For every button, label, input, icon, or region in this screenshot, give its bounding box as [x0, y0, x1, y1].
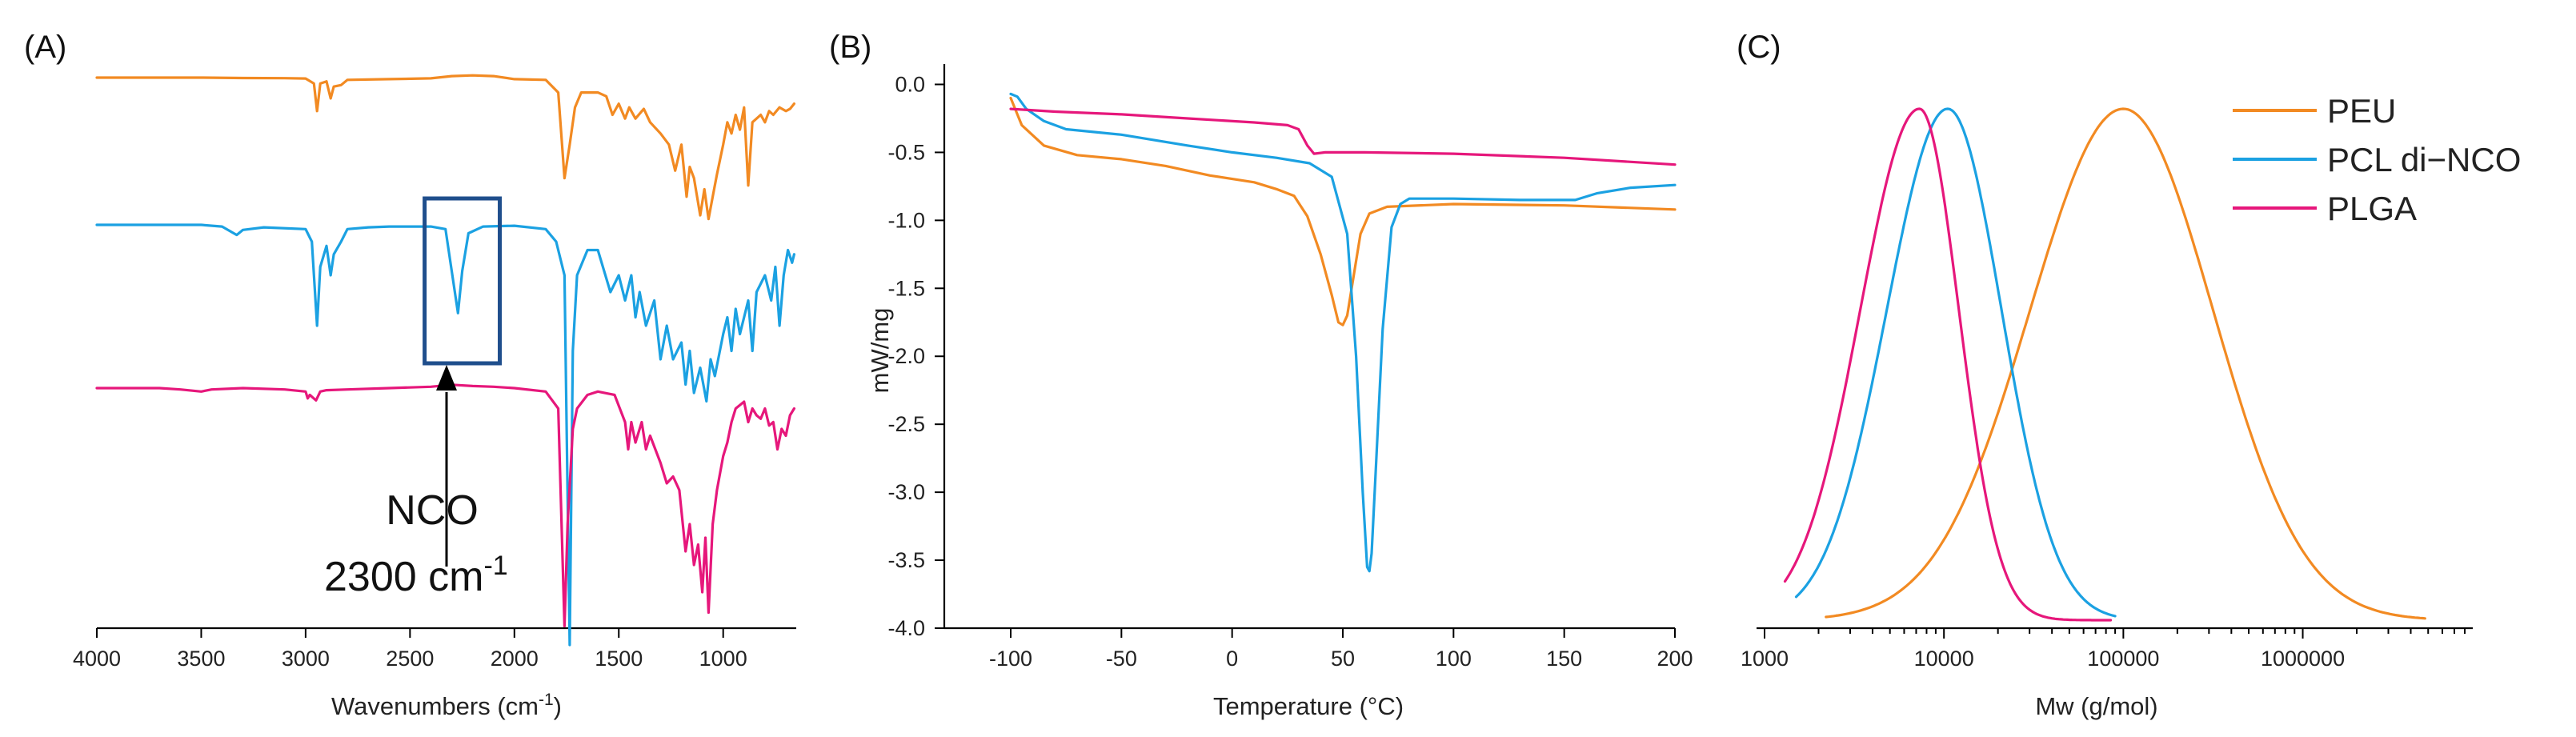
ftir-series — [95, 74, 795, 647]
dsc-y-tick-label: -1.5 — [887, 276, 925, 300]
ftir-panel: 4000 3500 3000 2500 2000 1500 1000 NCO 2300 cm… — [73, 74, 796, 720]
panel-label-a: (A) — [24, 30, 66, 65]
ftir-line-plga — [95, 383, 795, 628]
legend-label-plga: PLGA — [2327, 190, 2417, 227]
dsc-series — [1009, 92, 1677, 573]
gpc-x-tick-label: 1000000 — [2261, 647, 2345, 671]
ftir-x-label-end: ) — [554, 692, 562, 720]
dsc-line-pcl-di-nco — [1009, 92, 1677, 573]
gpc-x-tick-label: 1000 — [1741, 647, 1789, 671]
gpc-series — [1783, 107, 2426, 622]
ftir-x-tick-label: 2500 — [386, 647, 434, 671]
nco-label: NCO — [386, 487, 479, 534]
ftir-x-label-sup: -1 — [539, 691, 554, 709]
dsc-y-tick-label: 0.0 — [895, 72, 925, 96]
dsc-y-tick-label: -3.0 — [887, 480, 925, 504]
ftir-x-ticks: 4000 3500 3000 2500 2000 1500 1000 — [73, 628, 747, 671]
nco-wavenumber-main: 2300 cm — [324, 554, 483, 600]
ftir-x-tick-label: 1000 — [699, 647, 747, 671]
gpc-x-axis-label: Mw (g/mol) — [2035, 692, 2157, 720]
legend-label-peu: PEU — [2327, 92, 2396, 130]
gpc-line-peu — [1825, 107, 2426, 620]
dsc-y-tick-label: -0.5 — [887, 140, 925, 164]
gpc-x-tick-label: 10000 — [1914, 647, 1974, 671]
gpc-x-tick-label: 100000 — [2087, 647, 2159, 671]
ftir-x-tick-label: 1500 — [595, 647, 643, 671]
dsc-line-plga — [1009, 107, 1677, 166]
dsc-x-tick-label: 0 — [1226, 647, 1238, 671]
ftir-line-peu — [95, 74, 795, 221]
nco-arrow-head — [436, 365, 457, 391]
dsc-y-tick-label: -3.5 — [887, 548, 925, 572]
gpc-line-plga — [1783, 107, 2113, 622]
ftir-x-tick-label: 2000 — [491, 647, 539, 671]
ftir-x-tick-label: 3000 — [282, 647, 330, 671]
panel-label-c: (C) — [1737, 30, 1781, 65]
legend-label-pcl: PCL di−NCO — [2327, 141, 2521, 178]
dsc-x-tick-label: 200 — [1657, 647, 1693, 671]
gpc-panel: 1000 10000 100000 1000000 Mw (g/mol) PEU PC… — [1741, 92, 2521, 720]
dsc-y-tick-label: -2.0 — [887, 344, 925, 368]
gpc-line-pcl-di-nco — [1794, 107, 2117, 618]
dsc-x-axis-label: Temperature (°C) — [1213, 692, 1404, 720]
dsc-x-tick-label: 100 — [1436, 647, 1472, 671]
dsc-y-axis-label: mW/mg — [866, 308, 894, 394]
dsc-x-tick-label: 150 — [1546, 647, 1582, 671]
ftir-x-tick-label: 4000 — [73, 647, 121, 671]
panel-label-b: (B) — [829, 30, 871, 65]
dsc-x-tick-label: -50 — [1106, 647, 1137, 671]
dsc-panel: -100 -50 0 50 100 150 200 0.0 -0.5 -1.0 -1.5 -2.0 -2… — [866, 64, 1693, 720]
dsc-y-tick-label: -1.0 — [887, 208, 925, 232]
nco-wavenumber-label: 2300 cm-1 — [324, 551, 508, 600]
dsc-ticks: -100 -50 0 50 100 150 200 0.0 -0.5 -1.0 -1.5 -2.0 -2… — [887, 72, 1693, 671]
gpc-legend: PEU PCL di−NCO PLGA — [2233, 92, 2521, 227]
dsc-line-peu — [1009, 96, 1677, 326]
nco-wavenumber-superscript: -1 — [483, 551, 507, 581]
nco-highlight-box — [423, 196, 503, 366]
dsc-x-tick-label: -100 — [989, 647, 1032, 671]
dsc-x-tick-label: 50 — [1331, 647, 1355, 671]
ftir-x-tick-label: 3500 — [177, 647, 225, 671]
dsc-y-tick-label: -2.5 — [887, 412, 925, 436]
dsc-y-tick-label: -4.0 — [887, 616, 925, 640]
ftir-x-label-main: Wavenumbers (cm — [331, 692, 539, 720]
ftir-x-axis-label: Wavenumbers (cm-1) — [331, 691, 562, 720]
gpc-ticks: 1000 10000 100000 1000000 — [1741, 628, 2466, 671]
ftir-line-pcl-di-nco — [95, 223, 795, 647]
